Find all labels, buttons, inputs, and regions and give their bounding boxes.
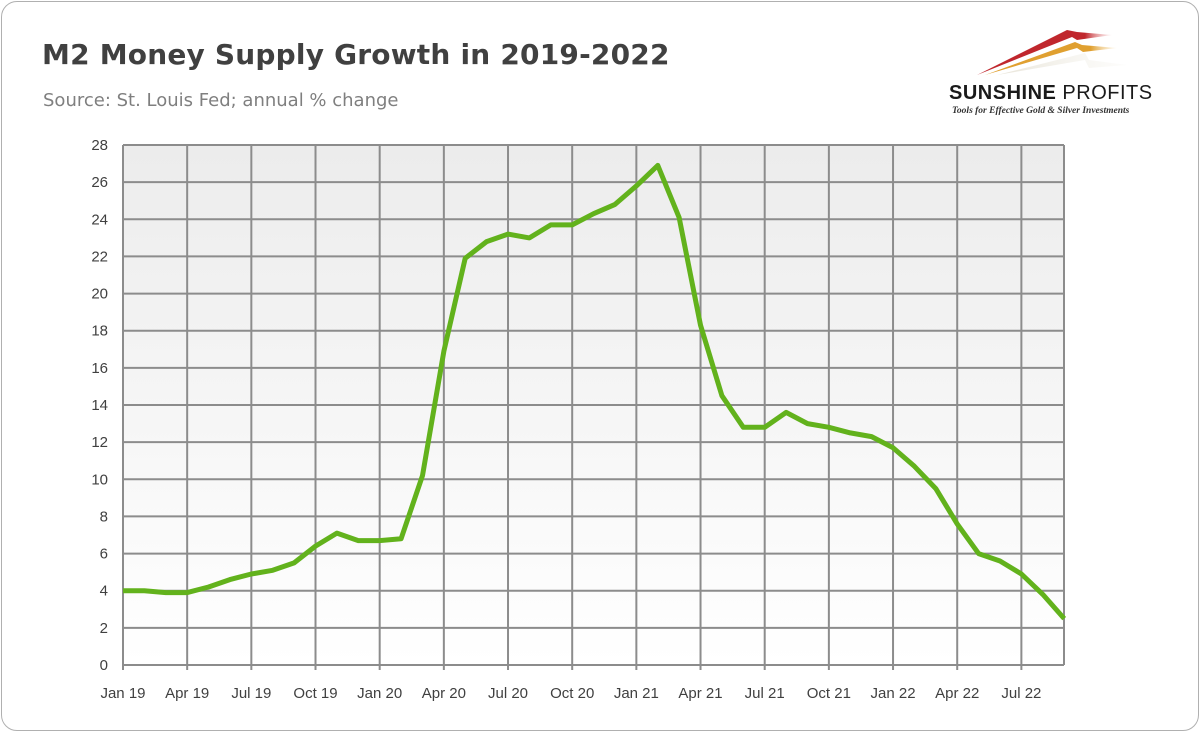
x-tick-label: Apr 22 xyxy=(935,685,979,702)
y-tick-label: 2 xyxy=(100,620,108,637)
y-tick-label: 24 xyxy=(91,211,108,228)
x-tick-label: Oct 19 xyxy=(293,685,337,702)
y-tick-label: 8 xyxy=(100,508,108,525)
x-tick-label: Jul 20 xyxy=(488,685,528,702)
y-tick-label: 4 xyxy=(100,583,108,600)
x-tick-label: Apr 21 xyxy=(678,685,722,702)
y-tick-label: 20 xyxy=(91,286,108,303)
x-tick-label: Jan 19 xyxy=(100,685,145,702)
y-tick-label: 28 xyxy=(91,137,108,154)
x-tick-label: Oct 20 xyxy=(550,685,594,702)
y-tick-label: 26 xyxy=(91,174,108,191)
x-tick-label: Apr 20 xyxy=(422,685,466,702)
x-tick-label: Apr 19 xyxy=(165,685,209,702)
y-tick-label: 6 xyxy=(100,546,108,563)
y-tick-label: 22 xyxy=(91,248,108,265)
x-tick-label: Jan 21 xyxy=(614,685,659,702)
y-tick-label: 16 xyxy=(91,360,108,377)
y-tick-label: 18 xyxy=(91,323,108,340)
x-tick-label: Oct 21 xyxy=(807,685,851,702)
x-tick-label: Jan 20 xyxy=(357,685,402,702)
y-tick-label: 14 xyxy=(91,397,108,414)
y-tick-label: 12 xyxy=(91,434,108,451)
y-tick-label: 10 xyxy=(91,471,108,488)
x-tick-label: Jul 22 xyxy=(1001,685,1041,702)
y-tick-label: 0 xyxy=(100,657,108,674)
x-tick-label: Jan 22 xyxy=(871,685,916,702)
x-tick-label: Jul 19 xyxy=(231,685,271,702)
x-tick-label: Jul 21 xyxy=(745,685,785,702)
